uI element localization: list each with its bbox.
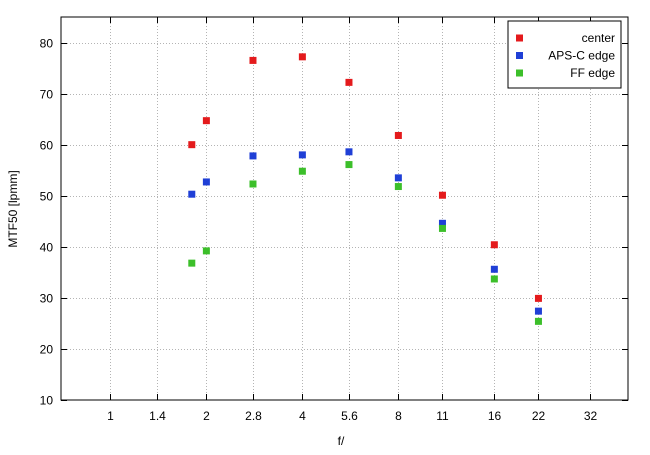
point-center [345, 78, 353, 86]
point-center [394, 131, 402, 139]
x-tick-label: 1.4 [149, 409, 166, 423]
y-axis: 10 20 30 40 50 60 70 80 [40, 37, 628, 408]
point-center [534, 294, 542, 302]
point-aps-c-edge [438, 219, 446, 227]
point-center [298, 53, 306, 61]
data-points [188, 53, 542, 325]
point-aps-c-edge [490, 265, 498, 273]
point-center [249, 56, 257, 64]
x-tick-label: 8 [395, 409, 402, 423]
y-tick-label: 20 [40, 343, 54, 357]
x-axis-label: f/ [338, 434, 345, 448]
point-aps-c-edge [534, 307, 542, 315]
point-aps-c-edge [188, 190, 196, 198]
x-tick-label: 11 [436, 409, 449, 423]
point-ff-edge [298, 167, 306, 175]
point-center [188, 141, 196, 149]
point-aps-c-edge [202, 178, 210, 186]
x-tick-label: 2 [203, 409, 210, 423]
plot-frame [60, 16, 629, 401]
point-center [438, 191, 446, 199]
point-ff-edge [249, 180, 257, 188]
x-axis: 1 1.4 2 2.8 4 5.6 8 11 16 22 32 [107, 17, 597, 423]
x-tick-label: 2.8 [245, 409, 262, 423]
legend-label-center: center [582, 31, 615, 45]
point-aps-c-edge [249, 152, 257, 160]
x-tick-label: 32 [584, 409, 598, 423]
y-tick-label: 60 [40, 139, 54, 153]
y-axis-label: MTF50 [lpmm] [6, 170, 20, 247]
y-tick-label: 40 [40, 241, 54, 255]
point-ff-edge [202, 247, 210, 255]
point-center [490, 241, 498, 249]
legend-box [507, 20, 622, 89]
point-ff-edge [438, 224, 446, 232]
y-tick-label: 80 [40, 37, 54, 51]
point-aps-c-edge [298, 151, 306, 159]
legend: center APS-C edge FF edge [507, 20, 622, 89]
y-tick-label: 70 [40, 88, 54, 102]
point-aps-c-edge [394, 174, 402, 182]
point-ff-edge [490, 275, 498, 283]
x-tick-label: 1 [107, 409, 114, 423]
legend-marker-ff-edge [516, 69, 523, 77]
y-tick-label: 50 [40, 190, 54, 204]
legend-label-aps-c-edge: APS-C edge [548, 49, 615, 63]
x-tick-label: 5.6 [341, 409, 358, 423]
legend-marker-center [516, 34, 523, 42]
point-ff-edge [394, 183, 402, 191]
legend-marker-aps-c-edge [516, 52, 523, 59]
x-tick-label: 4 [299, 409, 306, 423]
point-center [202, 117, 210, 125]
y-tick-label: 30 [40, 292, 54, 306]
point-aps-c-edge [345, 148, 353, 156]
legend-label-ff-edge: FF edge [570, 66, 615, 80]
x-tick-label: 22 [532, 409, 546, 423]
point-ff-edge [345, 161, 353, 169]
y-tick-label: 10 [40, 394, 54, 408]
x-tick-label: 16 [488, 409, 502, 423]
point-ff-edge [534, 317, 542, 325]
point-ff-edge [188, 259, 196, 267]
